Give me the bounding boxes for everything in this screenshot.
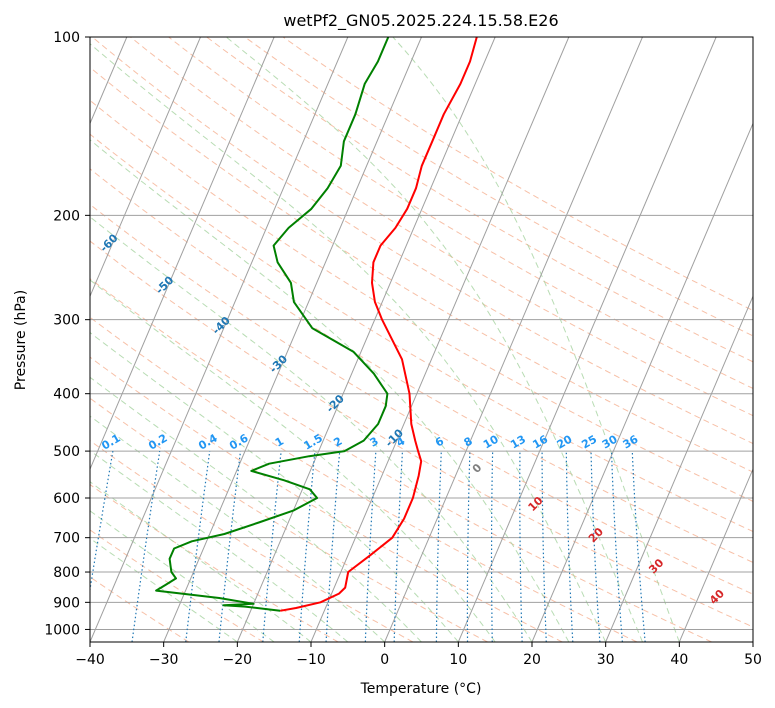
x-tick-label: 10 [449, 652, 467, 668]
isotherm-line [90, 37, 201, 298]
mixing-ratio-line [262, 451, 282, 642]
isotherm-line [236, 37, 496, 642]
x-tick-label: −40 [75, 652, 105, 668]
moist-adiabat-line [90, 139, 570, 642]
moist-adiabat-line [90, 415, 386, 642]
background-lines: 0.10.20.40.611.52346810131620253036-100-… [0, 37, 753, 642]
dry-adiabat-line [91, 37, 753, 445]
dry-adiabat-line [90, 203, 753, 595]
mixing-ratio-line [131, 451, 161, 642]
isotherm-line [531, 122, 753, 642]
x-axis-label: Temperature (°C) [360, 681, 482, 697]
isotherm-line [163, 37, 422, 642]
dry-adiabat-line [90, 483, 339, 642]
x-tick-label: 20 [523, 652, 541, 668]
x-tick-label: 30 [597, 652, 615, 668]
y-tick-label: 900 [53, 595, 80, 611]
mixing-ratio-line [631, 451, 646, 642]
y-tick-label: 500 [53, 444, 80, 460]
moist-adiabat-line [225, 37, 643, 642]
y-tick-label: 600 [53, 491, 80, 507]
dry-adiabat-line [90, 316, 638, 642]
isotherm-line [605, 295, 753, 642]
x-tick-label: −20 [223, 652, 253, 668]
isotherm-line [384, 37, 643, 642]
mixing-ratio-line [185, 451, 211, 642]
isotherm-line [90, 37, 349, 642]
moist-adiabat-line [90, 279, 496, 642]
moist-adiabat-line [90, 43, 607, 642]
axes: −40 −30 −20 −10 0 10 20 30 40 50 100 200 300 400 500 60… [44, 30, 762, 668]
moist-adiabat-line [392, 37, 680, 642]
mixing-ratio-line [218, 451, 242, 642]
dry-adiabat-line [90, 356, 563, 642]
x-tick-label: 0 [380, 652, 389, 668]
dewpoint-line [155, 37, 390, 612]
y-tick-label: 100 [53, 30, 80, 46]
y-tick-label: 400 [53, 387, 80, 403]
y-tick-label: 1000 [44, 622, 80, 638]
dry-adiabat-line [90, 240, 753, 628]
temperature-line [279, 37, 478, 612]
isotherm-line [310, 37, 570, 642]
x-tick-label: 40 [670, 652, 688, 668]
y-tick-label: 200 [53, 208, 80, 224]
x-tick-label: −10 [296, 652, 326, 668]
dry-adiabat-line [90, 529, 264, 642]
dry-adiabat-line [90, 278, 712, 642]
moist-adiabat-line [90, 331, 459, 642]
x-tick-label: 50 [744, 652, 762, 668]
dry-adiabat-line [282, 37, 753, 312]
y-tick-label: 300 [53, 313, 80, 329]
moist-adiabat-line [90, 537, 238, 642]
plot-area-background [90, 37, 753, 642]
isotherm-line [752, 640, 753, 642]
isotherm-label: -80 [0, 159, 4, 182]
y-tick-label: 700 [53, 531, 80, 547]
dry-adiabat-line [244, 37, 753, 337]
plot-frame [89, 36, 754, 643]
chart-title: wetPf2_GN05.2025.224.15.58.E26 [283, 11, 558, 31]
dry-adiabat-line [90, 133, 753, 533]
dry-adiabat-line [90, 99, 753, 502]
y-tick-label: 800 [53, 565, 80, 581]
y-axis-label: Pressure (hPa) [13, 290, 29, 390]
isotherm-line [90, 37, 275, 471]
x-tick-label: −30 [149, 652, 179, 668]
moist-adiabat-line [90, 510, 275, 642]
mixing-ratio-line [298, 451, 316, 642]
moist-adiabat-line [90, 481, 312, 642]
isotherm-line [678, 467, 753, 642]
dry-adiabat-line [130, 37, 753, 417]
data-series [155, 37, 478, 612]
isotherm-line [457, 37, 717, 642]
